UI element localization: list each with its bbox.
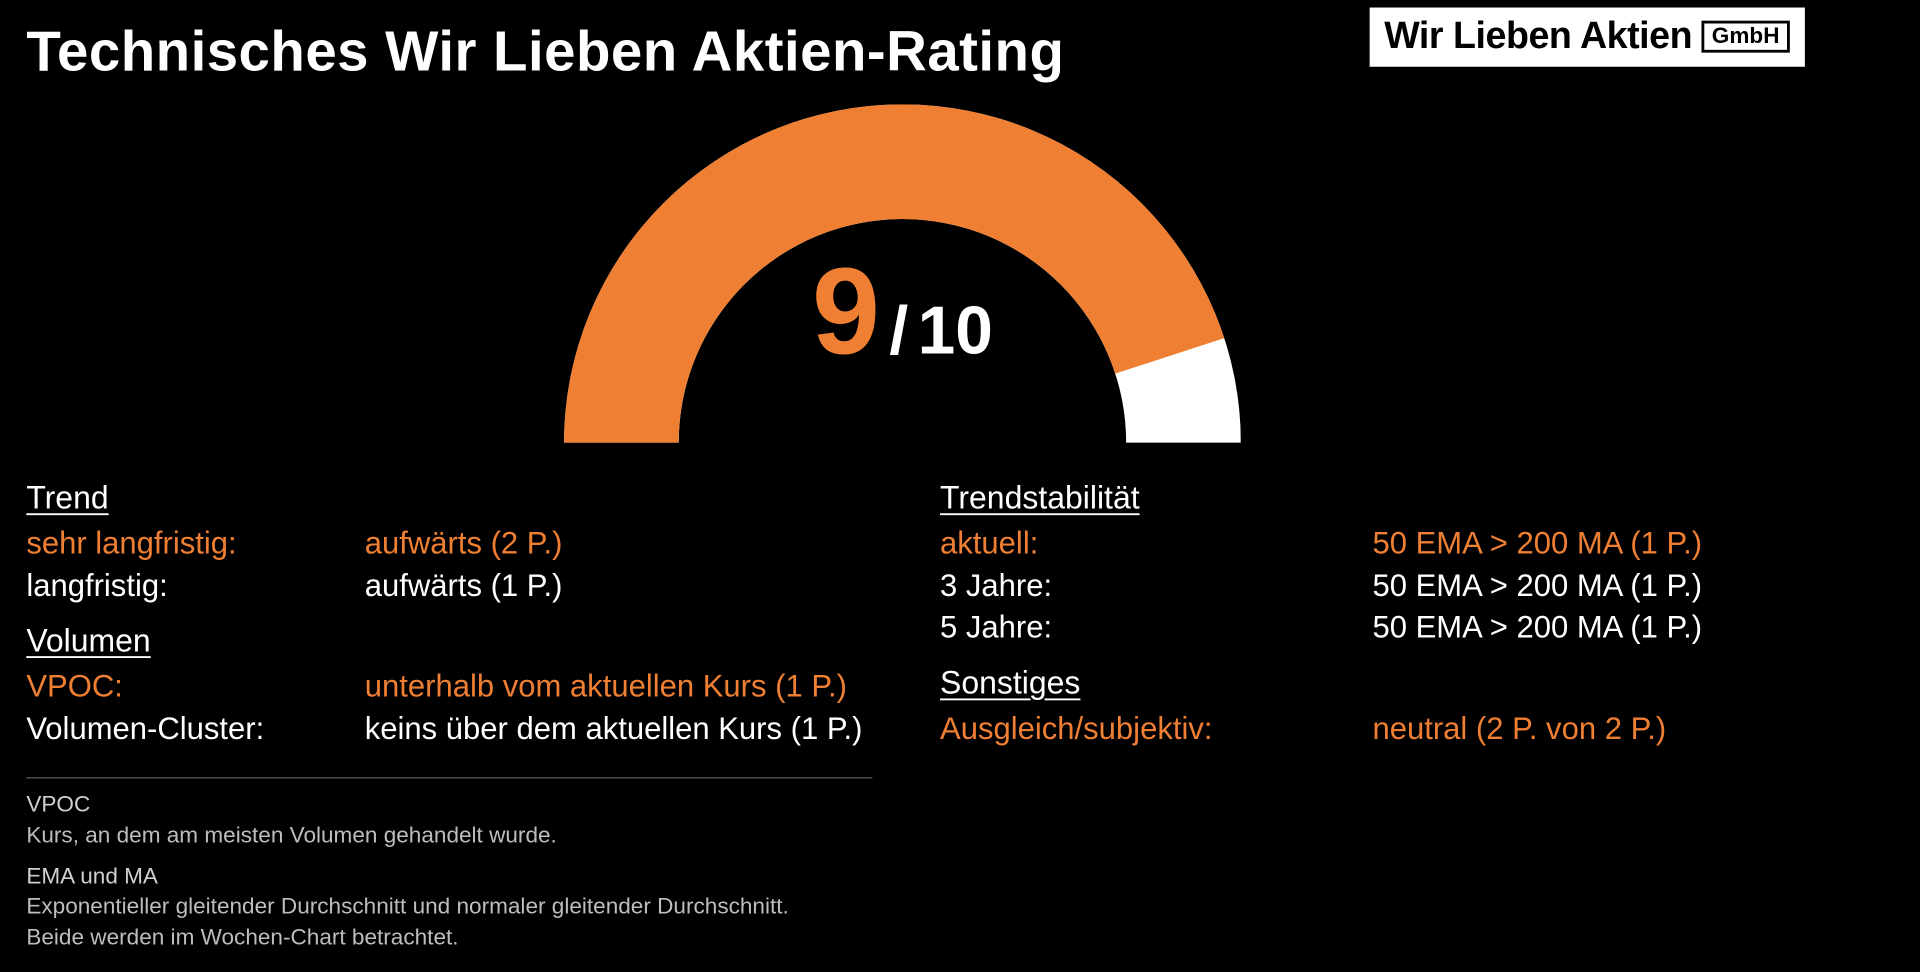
footnote-title: VPOC [26, 790, 1778, 820]
trend-value: aufwärts (2 P.) [365, 523, 865, 565]
volumen-value: keins über dem aktuellen Kurs (1 P.) [365, 708, 865, 750]
gauge-score-value: 9 [812, 250, 880, 372]
trendstab-row: 3 Jahre:50 EMA > 200 MA (1 P.) [940, 565, 1779, 607]
trendstab-label: 3 Jahre: [940, 565, 1372, 607]
rating-gauge: 9 / 10 [564, 104, 1241, 442]
volumen-label: Volumen-Cluster: [26, 708, 364, 750]
sonstiges-value: neutral (2 P. von 2 P.) [1372, 708, 1778, 750]
gauge-score-label: 9 / 10 [564, 250, 1241, 372]
volumen-value: unterhalb vom aktuellen Kurs (1 P.) [365, 666, 865, 708]
brand-logo-badge: GmbH [1701, 20, 1789, 52]
sonstiges-row: Ausgleich/subjektiv:neutral (2 P. von 2 … [940, 708, 1779, 750]
section-heading-volumen: Volumen [26, 623, 865, 660]
criteria-right-column: Trendstabilität aktuell:50 EMA > 200 MA … [940, 480, 1779, 749]
section-heading-trend: Trend [26, 480, 865, 517]
brand-logo-text: Wir Lieben Aktien [1384, 15, 1692, 57]
footnote-title: EMA und MA [26, 862, 1778, 892]
trendstab-value: 50 EMA > 200 MA (1 P.) [1372, 523, 1778, 565]
section-heading-trendstab: Trendstabilität [940, 480, 1779, 517]
trendstab-value: 50 EMA > 200 MA (1 P.) [1372, 606, 1778, 648]
trend-label: sehr langfristig: [26, 523, 364, 565]
footnote-divider [26, 778, 872, 779]
criteria-columns: Trend sehr langfristig:aufwärts (2 P.)la… [26, 480, 1778, 749]
footnote: EMA und MAExponentieller gleitender Durc… [26, 862, 1778, 953]
footnote: VPOCKurs, an dem am meisten Volumen geha… [26, 790, 1778, 851]
gauge-score-separator: / [889, 292, 908, 369]
volumen-row: VPOC:unterhalb vom aktuellen Kurs (1 P.) [26, 666, 865, 708]
trendstab-row: 5 Jahre:50 EMA > 200 MA (1 P.) [940, 606, 1779, 648]
trend-row: sehr langfristig:aufwärts (2 P.) [26, 523, 865, 565]
sonstiges-label: Ausgleich/subjektiv: [940, 708, 1372, 750]
trend-label: langfristig: [26, 565, 364, 607]
footnote-body: Exponentieller gleitender Durchschnitt u… [26, 892, 1778, 953]
trendstab-value: 50 EMA > 200 MA (1 P.) [1372, 565, 1778, 607]
trendstab-label: aktuell: [940, 523, 1372, 565]
criteria-left-column: Trend sehr langfristig:aufwärts (2 P.)la… [26, 480, 865, 749]
trendstab-label: 5 Jahre: [940, 606, 1372, 648]
footnote-body: Kurs, an dem am meisten Volumen gehandel… [26, 820, 1778, 850]
gauge-score-max: 10 [918, 292, 993, 369]
volumen-row: Volumen-Cluster:keins über dem aktuellen… [26, 708, 865, 750]
section-heading-sonstiges: Sonstiges [940, 665, 1779, 702]
trend-row: langfristig:aufwärts (1 P.) [26, 565, 865, 607]
rating-gauge-container: 9 / 10 [26, 104, 1778, 442]
volumen-label: VPOC: [26, 666, 364, 708]
trend-value: aufwärts (1 P.) [365, 565, 865, 607]
brand-logo: Wir Lieben Aktien GmbH [1369, 8, 1805, 67]
trendstab-row: aktuell:50 EMA > 200 MA (1 P.) [940, 523, 1779, 565]
